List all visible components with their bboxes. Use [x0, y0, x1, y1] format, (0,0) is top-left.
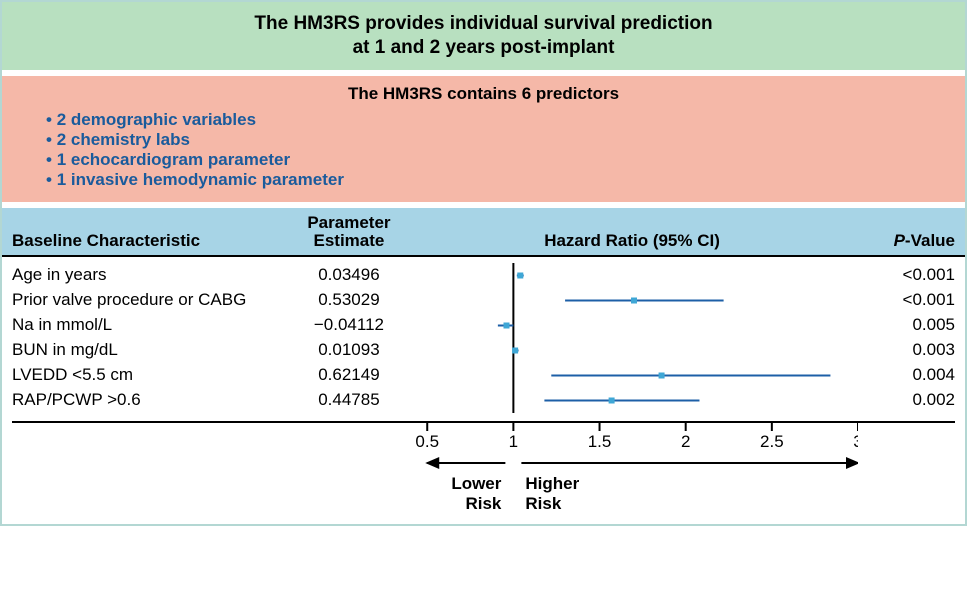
table-row: LVEDD <5.5 cm0.62149 0.004 [12, 363, 955, 388]
col-header-label: P [894, 231, 905, 250]
predictors-banner: The HM3RS contains 6 predictors 2 demogr… [2, 76, 965, 202]
svg-text:Risk: Risk [525, 494, 561, 513]
subtitle: The HM3RS contains 6 predictors [10, 84, 957, 104]
table-row: BUN in mg/dL0.01093 0.003 [12, 338, 955, 363]
table-body: Age in years0.03496<0.001Prior valve pro… [2, 257, 965, 421]
title-banner: The HM3RS provides individual survival p… [2, 2, 965, 70]
predictor-list: 2 demographic variables 2 chemistry labs… [10, 110, 957, 190]
cell-pvalue: <0.001 [855, 290, 955, 310]
col-header-characteristic: Baseline Characteristic [12, 231, 289, 251]
col-header-estimate: Parameter Estimate [289, 214, 409, 251]
cell-estimate: 0.62149 [289, 365, 409, 385]
table-row: Prior valve procedure or CABG0.53029 <0.0… [12, 288, 955, 313]
cell-characteristic: LVEDD <5.5 cm [12, 365, 289, 385]
cell-characteristic: BUN in mg/dL [12, 340, 289, 360]
forest-axis-svg: 0.511.522.53LowerRiskHigherRisk [410, 423, 858, 519]
svg-text:2.5: 2.5 [760, 432, 784, 451]
svg-text:Lower: Lower [451, 474, 501, 493]
cell-forest [409, 263, 856, 288]
bullet-item: 2 demographic variables [46, 110, 957, 130]
cell-forest [409, 388, 856, 413]
table-header-row: Baseline Characteristic Parameter Estima… [2, 208, 965, 257]
svg-text:Higher: Higher [525, 474, 579, 493]
cell-estimate: 0.53029 [289, 290, 409, 310]
svg-text:1: 1 [509, 432, 518, 451]
cell-characteristic: Age in years [12, 265, 289, 285]
cell-pvalue: 0.003 [855, 340, 955, 360]
title-line-2: at 1 and 2 years post-implant [10, 36, 957, 60]
cell-pvalue: 0.005 [855, 315, 955, 335]
cell-pvalue: 0.002 [855, 390, 955, 410]
cell-estimate: 0.01093 [289, 340, 409, 360]
cell-estimate: 0.03496 [289, 265, 409, 285]
figure-container: The HM3RS provides individual survival p… [0, 0, 967, 526]
cell-characteristic: Prior valve procedure or CABG [12, 290, 289, 310]
cell-forest [409, 363, 856, 388]
cell-forest [409, 313, 856, 338]
table-row: RAP/PCWP >0.60.44785 0.002 [12, 388, 955, 413]
svg-text:Risk: Risk [465, 494, 501, 513]
col-header-label: Estimate [289, 232, 409, 251]
cell-estimate: 0.44785 [289, 390, 409, 410]
bullet-item: 1 invasive hemodynamic parameter [46, 170, 957, 190]
col-header-label: Baseline Characteristic [12, 231, 200, 250]
bullet-item: 2 chemistry labs [46, 130, 957, 150]
svg-text:0.5: 0.5 [415, 432, 439, 451]
col-header-label: Hazard Ratio (95% CI) [544, 231, 720, 250]
col-header-pvalue: P-Value [855, 231, 955, 251]
svg-text:3: 3 [853, 432, 858, 451]
table-row: Na in mmol/L−0.04112 0.005 [12, 313, 955, 338]
bullet-item: 1 echocardiogram parameter [46, 150, 957, 170]
cell-pvalue: <0.001 [855, 265, 955, 285]
col-header-hazard-ratio: Hazard Ratio (95% CI) [409, 231, 856, 251]
cell-forest [409, 288, 856, 313]
cell-pvalue: 0.004 [855, 365, 955, 385]
cell-forest [409, 338, 856, 363]
title-line-1: The HM3RS provides individual survival p… [10, 12, 957, 36]
col-header-label: Parameter [289, 214, 409, 233]
cell-characteristic: Na in mmol/L [12, 315, 289, 335]
cell-characteristic: RAP/PCWP >0.6 [12, 390, 289, 410]
svg-text:1.5: 1.5 [588, 432, 612, 451]
forest-table: Baseline Characteristic Parameter Estima… [2, 208, 965, 524]
svg-text:2: 2 [681, 432, 690, 451]
cell-estimate: −0.04112 [289, 315, 409, 335]
table-row: Age in years0.03496 <0.001 [12, 263, 955, 288]
col-header-label: -Value [905, 231, 955, 250]
